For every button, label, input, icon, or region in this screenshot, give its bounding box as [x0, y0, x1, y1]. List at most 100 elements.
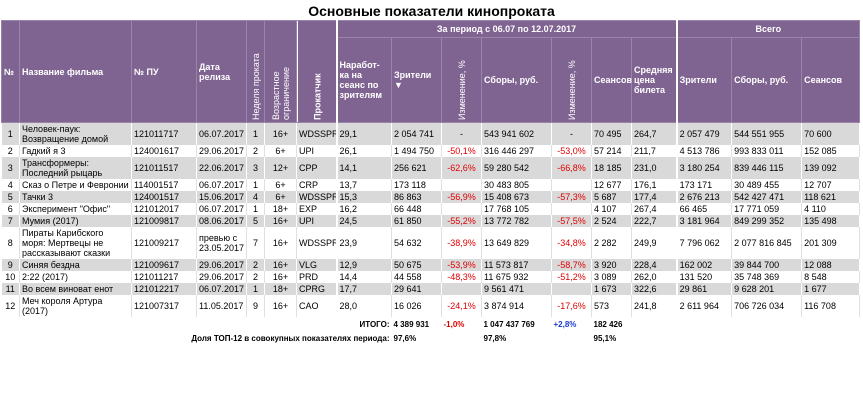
- data-row: 7 Мумия (2017) 121009817 08.06.2017 5 16+ UPI 2…: [1, 215, 861, 227]
- cell: 18 185: [591, 157, 632, 179]
- cell: Человек-паук: Возвращение домой: [19, 122, 132, 145]
- cell: 267,4: [631, 203, 678, 215]
- share-row: Доля ТОП-12 в совокупных показателях пер…: [1, 331, 860, 345]
- cell: 13,7: [335, 179, 392, 191]
- cell: 176,1: [631, 179, 678, 191]
- cell: Сказ о Петре и Февронии: [19, 179, 132, 191]
- cell: 9: [246, 295, 265, 317]
- cell: 14,4: [335, 271, 392, 283]
- cell: 1 494 750: [391, 145, 442, 157]
- cell: 706 726 034: [731, 295, 803, 317]
- cell: 5: [1, 191, 20, 203]
- header-cell: Сеансов: [591, 37, 632, 123]
- cell: 1 677: [801, 283, 861, 295]
- cell: 06.07.2017: [196, 283, 247, 295]
- cell: 29,1: [335, 122, 392, 145]
- cell: 162 002: [675, 259, 733, 271]
- cell: 222,7: [631, 215, 678, 227]
- cell: 23,9: [335, 227, 392, 259]
- spacer: [631, 331, 860, 345]
- cell: 114001517: [131, 179, 197, 191]
- cell: 70 495: [591, 122, 632, 145]
- cell: UPI: [296, 215, 337, 227]
- cell: 11 675 932: [481, 271, 552, 283]
- header-cell: Зрители ▼: [391, 37, 442, 123]
- cell: 16+: [264, 295, 297, 317]
- group-header: Всего: [675, 20, 861, 38]
- cell: 121009217: [131, 227, 197, 259]
- header-cell: Возрастное ограничение: [264, 20, 297, 123]
- data-row: 8 Пираты Карибского моря: Мертвецы не рас…: [1, 227, 861, 259]
- cell: CRP: [296, 179, 337, 191]
- cell: -38,9%: [441, 227, 482, 259]
- cell: 177,4: [631, 191, 678, 203]
- cell: 29 861: [675, 283, 733, 295]
- cell: Гадкий я 3: [19, 145, 132, 157]
- cell: 256 621: [391, 157, 442, 179]
- cell: 1: [246, 203, 265, 215]
- cell: -53,0%: [551, 145, 592, 157]
- cell: 16 026: [391, 295, 442, 317]
- cell: 993 833 011: [731, 145, 803, 157]
- cell: 54 632: [391, 227, 442, 259]
- cell: [551, 179, 592, 191]
- cell: 16+: [264, 122, 297, 145]
- cell: 3: [1, 157, 20, 179]
- header-cell: Изменение, %: [441, 37, 482, 123]
- cell: 30 489 455: [731, 179, 803, 191]
- cell: 5 687: [591, 191, 632, 203]
- cell: 262,0: [631, 271, 678, 283]
- share-label: Доля ТОП-12 в совокупных показателях пер…: [1, 331, 392, 345]
- cell: 121011717: [131, 122, 197, 145]
- cell: 1 673: [591, 283, 632, 295]
- header-cell: Сборы, руб.: [731, 37, 803, 123]
- cell: 16,2: [335, 203, 392, 215]
- total-label: ИТОГО:: [1, 317, 392, 331]
- cell: 7: [246, 227, 265, 259]
- cell: 241,8: [631, 295, 678, 317]
- cell: 2 057 479: [675, 122, 733, 145]
- total-value: 182 426: [591, 317, 632, 331]
- cell: Трансформеры: Последний рыцарь: [19, 157, 132, 179]
- cell: 29.06.2017: [196, 271, 247, 283]
- cell: 2 077 816 845: [731, 227, 803, 259]
- header-cell: Изменение, %: [551, 37, 592, 123]
- cell: 573: [591, 295, 632, 317]
- cell: 6: [1, 203, 20, 215]
- cell: 2 524: [591, 215, 632, 227]
- cell: 13 649 829: [481, 227, 552, 259]
- cell: 66 448: [391, 203, 442, 215]
- cell: 249,9: [631, 227, 678, 259]
- cell: Тачки 3: [19, 191, 132, 203]
- total-value: +2,8%: [551, 317, 592, 331]
- spacer: [631, 317, 860, 331]
- total-value: -1,0%: [441, 317, 482, 331]
- data-row: 2 Гадкий я 3 124001617 29.06.2017 2 6+ UPI 26,1…: [1, 145, 861, 157]
- cell: 39 844 700: [731, 259, 803, 271]
- header-cell: №: [1, 20, 20, 123]
- cell: 121009617: [131, 259, 197, 271]
- cell: 16+: [264, 259, 297, 271]
- cell: 7 796 062: [675, 227, 733, 259]
- cell: UPI: [296, 145, 337, 157]
- cell: EXP: [296, 203, 337, 215]
- cell: 66 465: [675, 203, 733, 215]
- cell: 15 408 673: [481, 191, 552, 203]
- cell: 57 214: [591, 145, 632, 157]
- share-value: 97,6%: [391, 331, 442, 345]
- title: Основные показатели кинопроката: [308, 3, 555, 19]
- cell: 18+: [264, 283, 297, 295]
- header-cell: Дата релиза: [196, 20, 247, 123]
- cell: 9 561 471: [481, 283, 552, 295]
- cell: 35 748 369: [731, 271, 803, 283]
- cell: 152 085: [801, 145, 861, 157]
- data-row: 1 Человек-паук: Возвращение домой 12101171…: [1, 122, 861, 145]
- cell: 11: [1, 283, 20, 295]
- cell: 2:22 (2017): [19, 271, 132, 283]
- cell: 9: [1, 259, 20, 271]
- cell: 211,7: [631, 145, 678, 157]
- cell: 2 676 213: [675, 191, 733, 203]
- cell: -51,2%: [551, 271, 592, 283]
- data-row: 9 Синяя бездна 121009617 29.06.2017 2 16+ VLG 1…: [1, 259, 861, 271]
